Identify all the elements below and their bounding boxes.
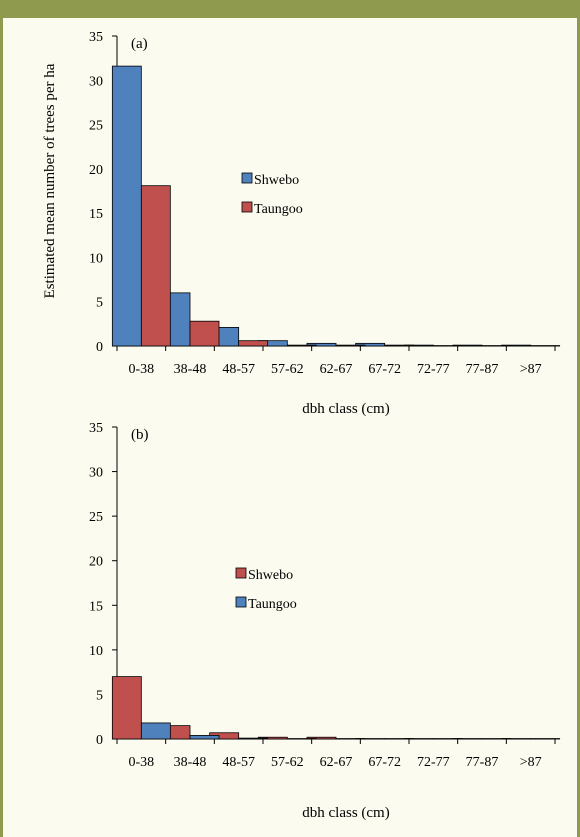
y-tick-label: 30 — [89, 466, 103, 481]
legend-label-shwebo: Shwebo — [248, 568, 293, 583]
y-tick-label: 35 — [89, 30, 103, 45]
bar-shwebo-4 — [306, 342, 337, 347]
y-tick-label: 5 — [96, 296, 103, 311]
x-tick-label: 0-38 — [128, 362, 154, 377]
y-tick-label: 0 — [96, 733, 103, 748]
x-tick-label: 72-77 — [417, 755, 450, 770]
bar-taungoo-5 — [384, 344, 415, 347]
y-axis-label: Estimated mean number of trees per ha — [42, 63, 58, 298]
x-tick-label: 48-57 — [222, 755, 255, 770]
y-tick-label: 10 — [89, 251, 103, 266]
x-tick-label: 62-67 — [320, 755, 353, 770]
x-tick-label: 67-72 — [368, 362, 401, 377]
x-tick-label: 38-48 — [174, 755, 207, 770]
y-tick-label: 25 — [89, 510, 103, 525]
bar-taungoo-6 — [432, 345, 463, 347]
legend-label-shwebo: Shwebo — [254, 173, 299, 188]
x-tick-label: 38-48 — [174, 362, 207, 377]
y-tick-label: 25 — [89, 119, 103, 134]
chart-panel-a: 0 5 10 15 20 25 30 35 0-38 38-48 48-57 57-62 62-67 67… — [42, 30, 561, 417]
bar-taungoo-7 — [481, 345, 512, 347]
y-tick-label: 20 — [89, 555, 103, 570]
bar-taungoo-3 — [286, 344, 317, 347]
y-tick-label: 15 — [89, 207, 103, 222]
x-tick-label: 0-38 — [128, 755, 154, 770]
bar-taungoo-5 — [384, 738, 415, 740]
bar-shwebo-0 — [111, 676, 142, 740]
bar-taungoo-6 — [432, 738, 463, 740]
x-tick-label: >87 — [520, 755, 542, 770]
x-tick-label: 62-67 — [320, 362, 353, 377]
bar-shwebo-0 — [111, 65, 142, 347]
legend-swatch-shwebo — [241, 172, 253, 184]
bar-taungoo-7 — [481, 738, 512, 740]
bar-taungoo-4 — [335, 344, 366, 347]
panel-label: (b) — [131, 427, 149, 443]
bar-taungoo-0 — [140, 185, 171, 347]
y-tick-label: 35 — [89, 421, 103, 436]
bar-shwebo-4 — [306, 736, 337, 740]
x-tick-label: 57-62 — [271, 362, 304, 377]
y-tick-label: 20 — [89, 163, 103, 178]
bar-taungoo-1 — [189, 735, 220, 740]
legend-label-taungoo: Taungoo — [248, 597, 297, 612]
bar-taungoo-2 — [238, 340, 269, 347]
bar-taungoo-4 — [335, 738, 366, 740]
legend-label-taungoo: Taungoo — [254, 202, 303, 217]
figure-svg: 0 5 10 15 20 25 30 35 0-38 38-48 48-57 57-62 62-67 67… — [42, 30, 561, 821]
x-tick-label: 77-87 — [466, 755, 499, 770]
bar-taungoo-2 — [238, 737, 269, 740]
bar-taungoo-8 — [530, 345, 561, 347]
x-tick-label: 77-87 — [466, 362, 499, 377]
x-tick-label: 48-57 — [222, 362, 255, 377]
bar-taungoo-8 — [530, 738, 561, 740]
bar-taungoo-1 — [189, 320, 220, 347]
bar-taungoo-3 — [286, 738, 317, 740]
legend-swatch-shwebo — [235, 567, 247, 579]
panel-label: (a) — [131, 36, 148, 52]
y-tick-label: 0 — [96, 340, 103, 355]
bar-taungoo-0 — [140, 722, 171, 740]
y-tick-label: 10 — [89, 644, 103, 659]
y-tick-label: 15 — [89, 599, 103, 614]
x-tick-label: 72-77 — [417, 362, 450, 377]
x-axis-label: dbh class (cm) — [302, 805, 389, 821]
y-tick-label: 30 — [89, 74, 103, 89]
x-tick-label: 67-72 — [368, 755, 401, 770]
legend-swatch-taungoo — [241, 201, 253, 213]
y-tick-label: 5 — [96, 688, 103, 703]
x-axis-label: dbh class (cm) — [302, 401, 389, 417]
x-tick-label: >87 — [520, 362, 542, 377]
legend-swatch-taungoo — [235, 596, 247, 608]
bar-shwebo-5 — [355, 342, 386, 347]
chart-panel-b: 0 5 10 15 20 25 30 35 0-38 38-48 48-57 57-62 62-67 67… — [89, 421, 561, 821]
x-tick-label: 57-62 — [271, 755, 304, 770]
